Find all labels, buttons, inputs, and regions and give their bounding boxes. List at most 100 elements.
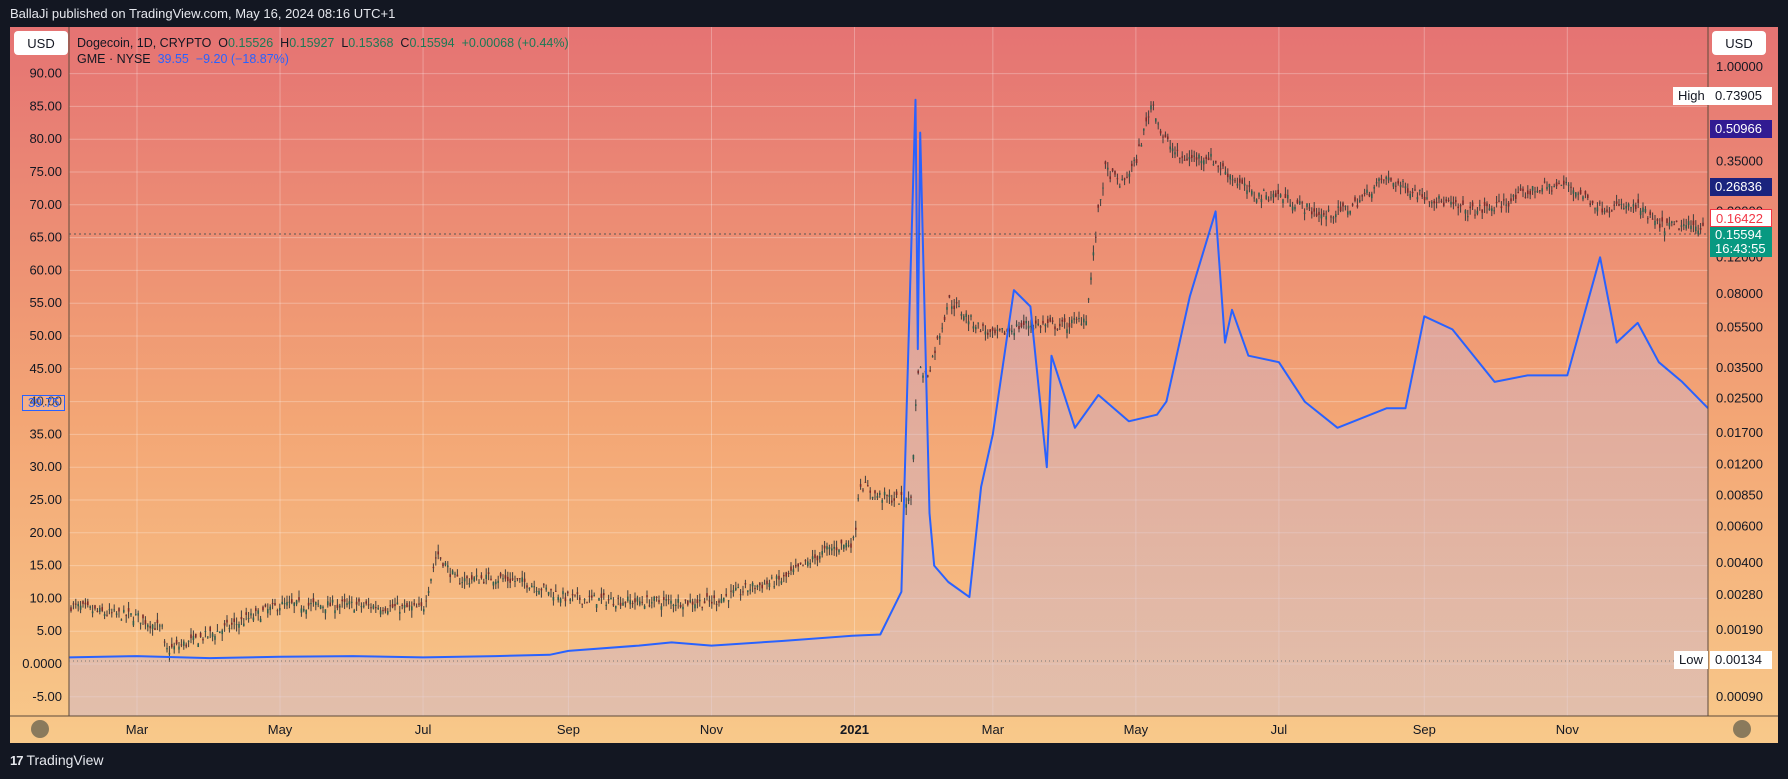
candle-body <box>1296 200 1299 204</box>
candle-body <box>1601 208 1603 213</box>
candle-body <box>334 610 336 614</box>
candle-body <box>1066 329 1068 334</box>
candle-body <box>497 580 499 584</box>
candle-body <box>401 604 403 606</box>
candle-body <box>1414 189 1416 191</box>
candle-body <box>281 601 283 605</box>
candle-body <box>1092 252 1095 256</box>
open-value: 0.15526 <box>228 36 274 50</box>
candle-body <box>1191 155 1193 158</box>
candle-body <box>929 370 931 372</box>
candle-body <box>756 585 759 588</box>
candle-body <box>557 597 559 601</box>
right-currency-button[interactable]: USD <box>1712 31 1766 55</box>
candle-body <box>1270 197 1272 199</box>
right-tick-label: 0.01700 <box>1716 425 1763 440</box>
candle-body <box>881 500 883 503</box>
candle-body <box>233 618 235 622</box>
candle-body <box>341 599 343 602</box>
candle-body <box>1435 201 1438 203</box>
candle-body <box>1474 214 1476 216</box>
candle-body <box>1433 200 1435 204</box>
candle-body <box>1366 189 1368 193</box>
candle-body <box>327 601 329 606</box>
candle-body <box>895 491 898 496</box>
candle-body <box>219 631 221 634</box>
candle-body <box>1486 203 1488 207</box>
candle-body <box>286 601 288 606</box>
candle-body <box>694 604 696 609</box>
candle-body <box>473 577 475 581</box>
candle-body <box>1407 188 1409 193</box>
candle-body <box>252 617 255 621</box>
candle-body <box>1078 318 1080 320</box>
left-axis-ticks: 90.00 85.00 80.00 75.00 70.00 65.00 60.00 55.00… <box>22 66 62 704</box>
left-currency-button[interactable]: USD <box>14 31 68 55</box>
candle-body <box>751 582 754 587</box>
candle-body <box>514 580 516 582</box>
right-settings-button[interactable] <box>1733 720 1751 738</box>
gme-series-line <box>68 98 1709 660</box>
candle-body <box>346 603 348 606</box>
candle-body <box>1344 205 1347 207</box>
candle-body <box>747 590 749 593</box>
candle-body <box>540 588 543 591</box>
candle-body <box>931 356 934 358</box>
candle-body <box>1483 201 1486 206</box>
candle-body <box>675 604 677 606</box>
candle-body <box>1039 326 1042 328</box>
candle-body <box>144 620 147 625</box>
candle-body <box>190 634 192 639</box>
candle-body <box>99 607 101 612</box>
candle-body <box>1183 159 1186 161</box>
candle-body <box>1541 188 1543 192</box>
candle-body <box>288 601 291 603</box>
candle-body <box>451 570 454 575</box>
candle-body <box>864 481 867 483</box>
candle-body <box>874 490 876 494</box>
candle-body <box>1558 183 1560 185</box>
candle-body <box>1155 118 1157 122</box>
candle-body <box>1577 193 1579 195</box>
candle-body <box>1080 323 1083 325</box>
candle-body <box>394 603 396 607</box>
candle-body <box>1416 197 1419 200</box>
candle-body <box>1114 171 1116 175</box>
candle-body <box>1102 187 1104 189</box>
candle-body <box>991 327 994 331</box>
candle-body <box>629 600 631 605</box>
candle-body <box>1452 201 1455 205</box>
candle-body <box>531 585 533 588</box>
right-tick-label: 0.00600 <box>1716 519 1763 534</box>
candle-body <box>207 636 209 638</box>
candle-body <box>711 601 713 604</box>
candle-body <box>1647 218 1649 220</box>
candle-body <box>588 595 591 597</box>
candle-body <box>135 613 137 615</box>
candle-body <box>619 602 622 606</box>
left-settings-button[interactable] <box>31 720 49 738</box>
x-tick-label: Jul <box>415 722 432 737</box>
candle-body <box>1491 208 1493 212</box>
candle-body <box>778 575 780 580</box>
candle-body <box>243 623 245 626</box>
candle-body <box>96 610 99 612</box>
candle-body <box>149 625 151 629</box>
candle-body <box>1025 321 1027 324</box>
legend-symbol-gme[interactable]: GME · NYSE <box>77 52 151 66</box>
candle-body <box>171 643 173 648</box>
tradingview-logo-text[interactable]: TradingView <box>26 752 104 768</box>
candle-body <box>831 548 833 551</box>
candle-body <box>1027 325 1030 329</box>
candle-body <box>612 603 615 606</box>
high-value: 0.15927 <box>289 36 335 50</box>
legend-symbol-dogecoin[interactable]: Dogecoin, 1D, CRYPTO <box>77 36 212 50</box>
candle-body <box>82 601 84 604</box>
candle-body <box>727 600 730 602</box>
candle-body <box>1635 205 1637 210</box>
candle-body <box>1563 180 1565 185</box>
candle-body <box>276 610 279 612</box>
candle-body <box>197 643 199 648</box>
left-tick-label: 50.00 <box>29 328 62 343</box>
